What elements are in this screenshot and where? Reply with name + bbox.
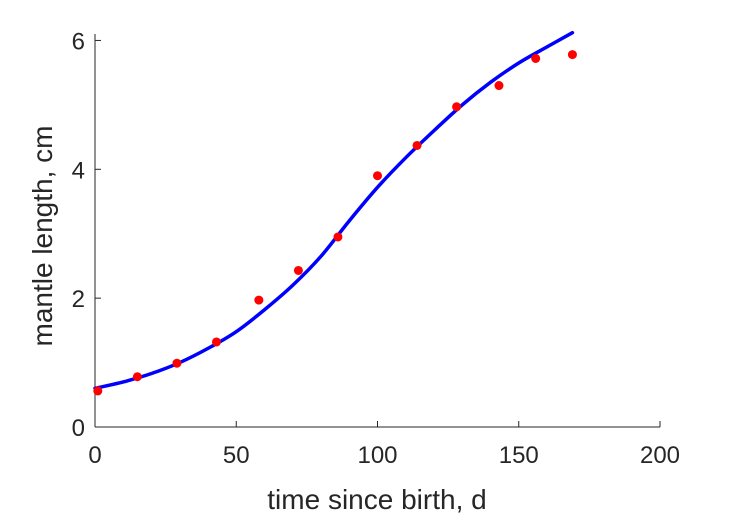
data-point (211, 337, 221, 347)
data-points-layer (93, 50, 577, 396)
y-axis-label: mantle length, cm (27, 126, 58, 347)
axes (94, 34, 660, 428)
data-point (412, 140, 422, 150)
y-tick-label: 0 (72, 415, 85, 442)
y-tick-label: 2 (72, 286, 85, 313)
x-axis-label: time since birth, d (267, 484, 486, 515)
x-tick-label: 150 (499, 442, 539, 469)
data-point (373, 171, 382, 181)
y-tick-label: 4 (72, 157, 85, 184)
y-ticks: 0 2 4 6 (72, 28, 101, 442)
data-point (567, 50, 577, 60)
data-point (293, 265, 303, 275)
data-point (254, 295, 264, 305)
x-tick-label: 0 (88, 442, 101, 469)
data-point (494, 81, 504, 91)
data-point (333, 232, 343, 242)
data-point (531, 53, 541, 63)
x-ticks: 0 50 100 150 200 (88, 421, 680, 469)
x-tick-label: 50 (223, 442, 250, 469)
data-point (452, 102, 462, 112)
x-tick-label: 100 (357, 442, 397, 469)
data-point (132, 372, 142, 382)
data-point (93, 386, 103, 396)
y-tick-label: 6 (72, 28, 85, 55)
data-point (172, 358, 182, 368)
x-tick-label: 200 (640, 442, 680, 469)
